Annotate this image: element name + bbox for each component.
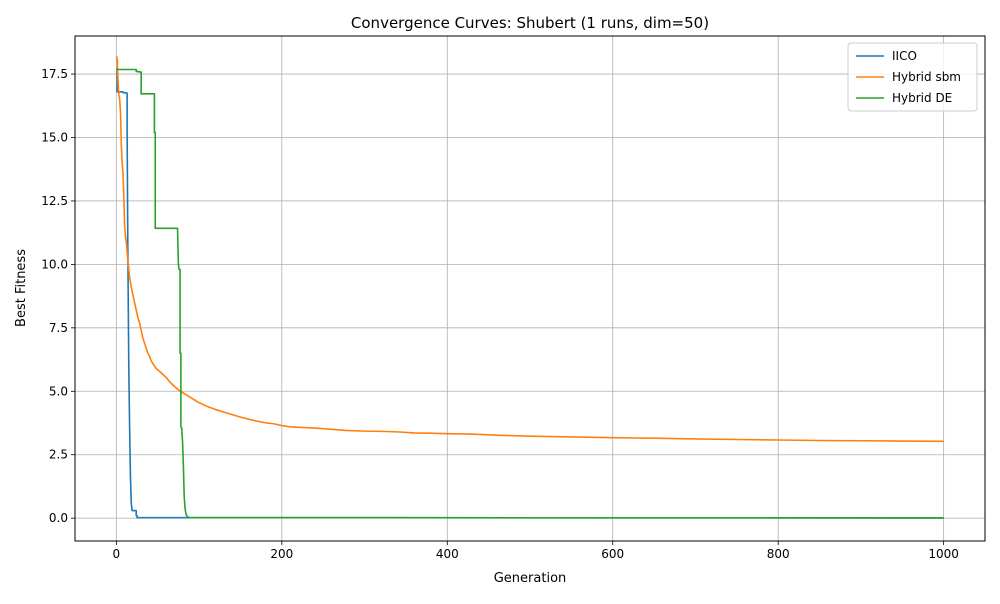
y-tick-label: 10.0: [41, 257, 68, 271]
y-tick-label: 15.0: [41, 131, 68, 145]
y-tick-label: 12.5: [41, 194, 68, 208]
y-tick-label: 2.5: [49, 448, 68, 462]
legend-box: [847, 42, 978, 112]
chart-title: Convergence Curves: Shubert (1 runs, dim…: [351, 14, 709, 32]
x-tick-label: 400: [436, 547, 459, 561]
y-tick-label: 0.0: [49, 511, 68, 525]
x-tick-label: 600: [601, 547, 624, 561]
x-axis-label: Generation: [494, 571, 567, 586]
axis-ticks: 0 200 400 600 800 1000 0.0 2.5 5.0 7.5 10.0 12.5 15.…: [41, 67, 959, 561]
y-tick-label: 5.0: [49, 384, 68, 398]
plot-area-frame: [74, 35, 986, 542]
y-tick-label: 17.5: [41, 67, 68, 81]
series-line-iico: [116, 68, 944, 519]
legend-label-hybrid-sbm: Hybrid sbm: [892, 70, 961, 84]
grid-lines: [75, 36, 985, 541]
x-tick-label: 800: [767, 547, 790, 561]
x-tick-label: 200: [270, 547, 293, 561]
legend-label-iico: IICO: [892, 49, 917, 63]
x-tick-label: 1000: [928, 547, 959, 561]
legend: IICO Hybrid sbm Hybrid DE: [847, 42, 978, 112]
y-axis-label: Best Fitness: [14, 249, 29, 327]
series-line-hybrid-de: [116, 68, 944, 519]
legend-label-hybrid-de: Hybrid DE: [892, 91, 952, 105]
series-line-hybrid-sbm: [115, 56, 944, 443]
series-lines: [115, 56, 944, 519]
y-tick-label: 7.5: [49, 321, 68, 335]
x-tick-label: 0: [113, 547, 121, 561]
